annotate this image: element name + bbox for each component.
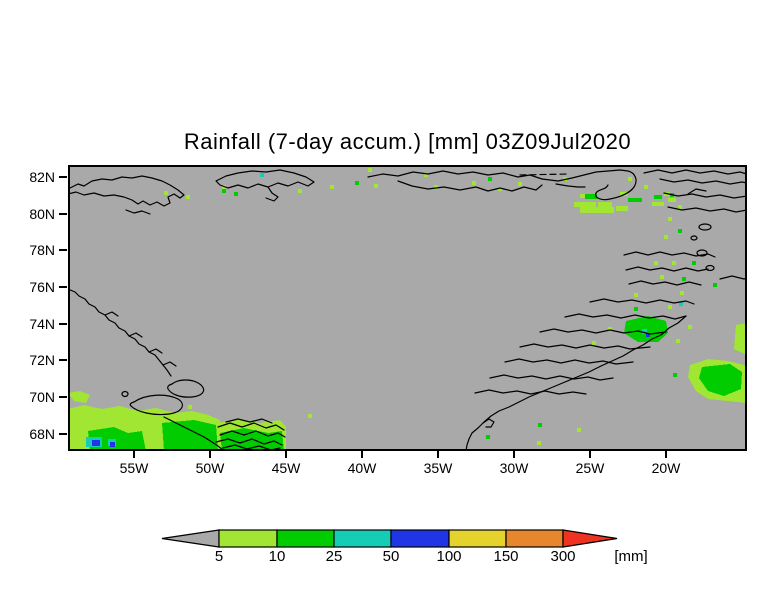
map-canvas [68,165,747,451]
lon-tick-label: 55W [119,460,149,476]
lon-axis-tick [361,451,363,458]
colorbar-segment [218,529,278,548]
lon-axis-tick [133,451,135,458]
lon-tick-label: 25W [575,460,605,476]
lat-tick-label: 82N [29,169,55,185]
lat-axis-tick [59,213,67,215]
lat-tick-label: 76N [29,279,55,295]
lon-axis-tick [513,451,515,458]
lat-tick-label: 68N [29,426,55,442]
lat-axis-tick [59,286,67,288]
lon-axis-tick [589,451,591,458]
colorbar-segment [505,529,564,548]
lon-axis-tick [285,451,287,458]
lat-axis-tick [59,433,67,435]
colorbar-tick-label: 25 [325,548,343,565]
lat-axis-tick [59,176,67,178]
colorbar-unit-label: [mm] [614,548,648,565]
plot-title: Rainfall (7-day accum.) [mm] 03Z09Jul202… [183,129,632,154]
lon-axis-tick [437,451,439,458]
colorbar-tick-label: 10 [268,548,286,565]
colorbar-tick-label: 50 [382,548,400,565]
colorbar-segment [276,529,335,548]
colorbar-segment [448,529,507,548]
colorbar-segment [390,529,450,548]
lat-axis-tick [59,359,67,361]
lat-axis-tick [59,396,67,398]
lon-tick-label: 30W [499,460,529,476]
rain-layer-blue [92,333,650,447]
lat-axis-tick [59,249,67,251]
map-border [68,165,747,451]
colorbar-tick-label: 300 [550,548,576,565]
colorbar-tick-label: 5 [214,548,224,565]
lon-axis-tick [209,451,211,458]
colorbar-tick-label: 100 [436,548,462,565]
lon-tick-label: 40W [347,460,377,476]
lat-tick-label: 78N [29,242,55,258]
lat-tick-label: 80N [29,206,55,222]
lon-tick-label: 45W [271,460,301,476]
colorbar [161,529,618,548]
lon-tick-label: 50W [195,460,225,476]
map-plot [68,165,747,451]
map-background [68,165,747,451]
colorbar-tick-label: 150 [493,548,519,565]
colorbar-segment [333,529,392,548]
lat-tick-label: 74N [29,316,55,332]
lat-tick-label: 72N [29,352,55,368]
lon-tick-label: 20W [651,460,681,476]
lat-tick-label: 70N [29,389,55,405]
lon-tick-label: 35W [423,460,453,476]
colorbar-arrow-below [161,529,220,548]
lat-axis-tick [59,323,67,325]
lon-axis-tick [665,451,667,458]
colorbar-arrow-above [562,529,618,548]
